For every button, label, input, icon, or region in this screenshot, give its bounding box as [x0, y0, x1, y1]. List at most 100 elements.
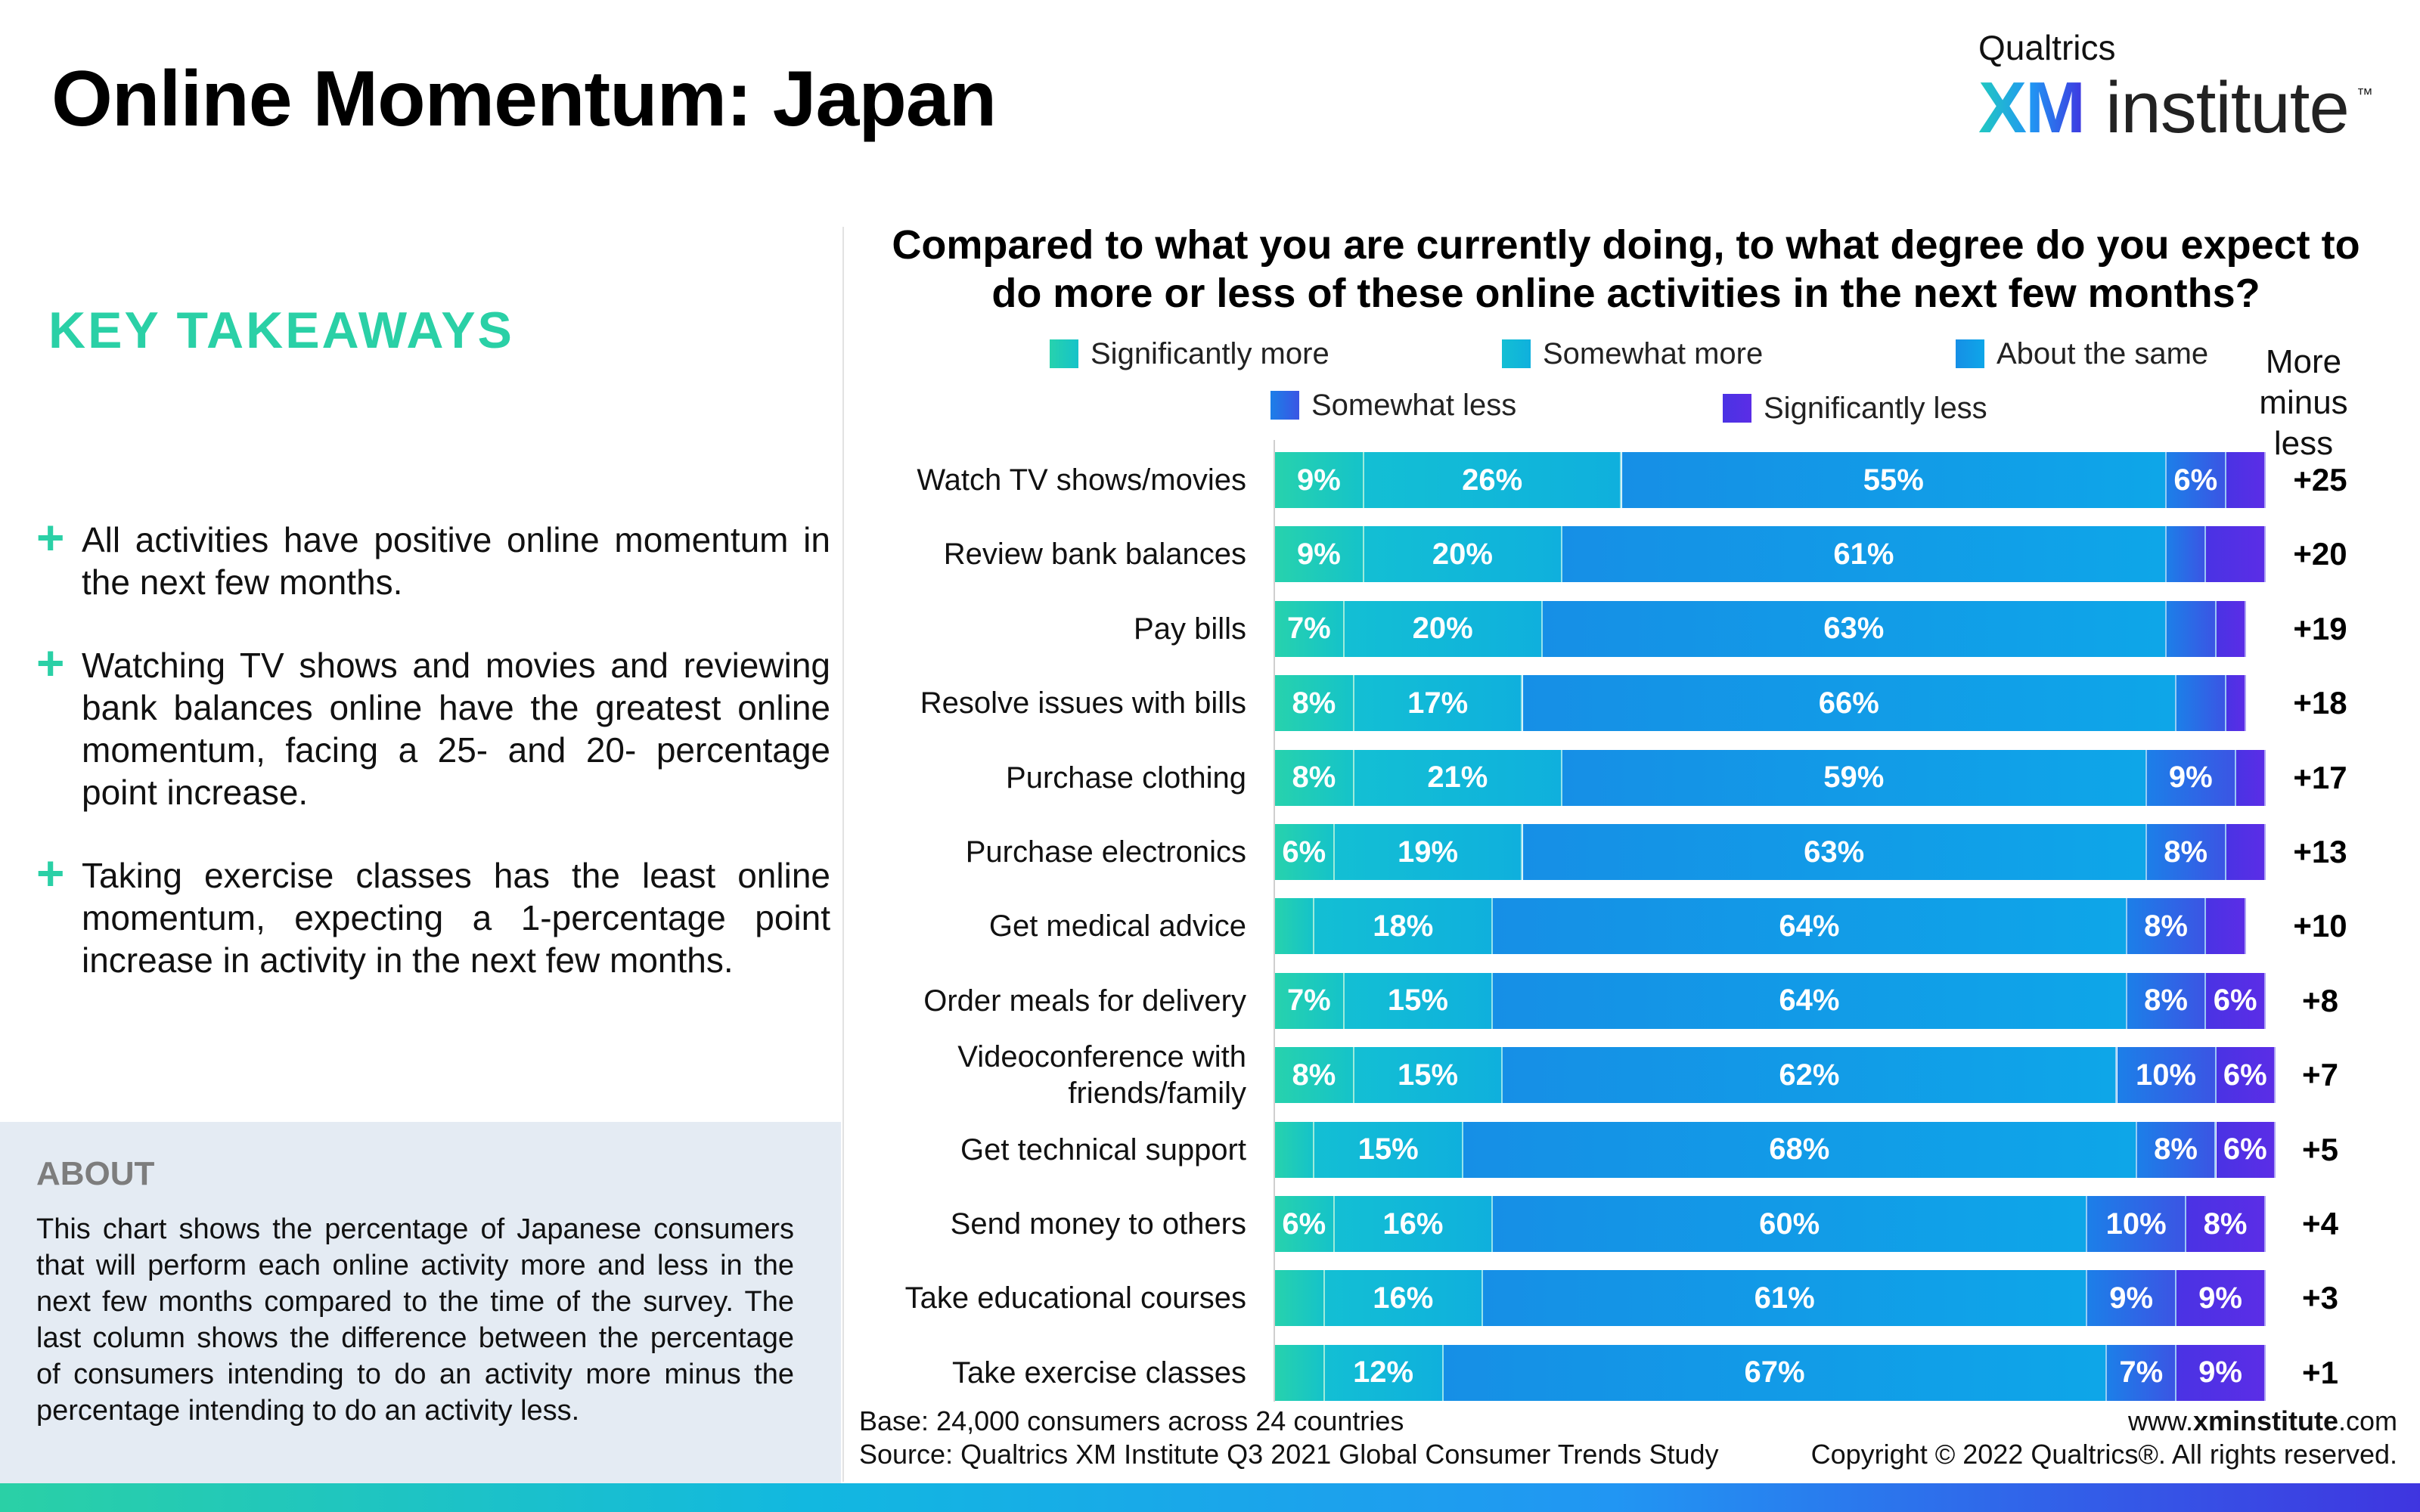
footer-source: Source: Qualtrics XM Institute Q3 2021 G… [859, 1439, 1719, 1470]
bar-segment: 8% [1275, 1047, 1354, 1104]
more-minus-less-value: +13 [2293, 834, 2347, 869]
takeaway-text: All activities have positive online mome… [82, 520, 830, 602]
legend-swatch [1956, 339, 1984, 368]
bar-segment [2176, 675, 2226, 732]
legend-about-the-same: About the same [1956, 337, 2208, 370]
bar-segment: 12% [1324, 1344, 1444, 1401]
bar-segment: 61% [1483, 1270, 2088, 1327]
url-suffix: .com [2338, 1405, 2397, 1436]
category-label: Send money to others [950, 1207, 1246, 1241]
bar-segment: 19% [1334, 824, 1523, 880]
category-label: Purchase clothing [1006, 761, 1246, 795]
takeaway-text: Taking exercise classes has the least on… [82, 856, 830, 980]
footer-copyright: Copyright © 2022 Qualtrics®. All rights … [1810, 1439, 2397, 1470]
url-bold: xminstitute [2192, 1405, 2338, 1436]
footer-notes: Base: 24,000 consumers across 24 countri… [859, 1405, 1719, 1471]
bar-segment: 9% [2176, 1344, 2266, 1401]
more-minus-less-value: +10 [2293, 908, 2347, 944]
bar-segment: 6% [2216, 1047, 2276, 1104]
bar-segment: 8% [2127, 898, 2207, 955]
category-label: Videoconference with friends/family [957, 1040, 1246, 1111]
bar-segment: 6% [1275, 824, 1335, 880]
footer-url[interactable]: www.xminstitute.com [1649, 1405, 2397, 1438]
legend-somewhat-less: Somewhat less [1270, 389, 1516, 422]
plus-icon: + [36, 636, 65, 690]
bar-segment: 16% [1324, 1270, 1484, 1327]
legend-swatch [1050, 339, 1078, 368]
bar-segment [1275, 1121, 1315, 1178]
bar-segment: 60% [1493, 1196, 2088, 1252]
legend-somewhat-more: Somewhat more [1502, 337, 1763, 370]
about-heading: ABOUT [36, 1155, 155, 1192]
more-minus-less-value: +20 [2293, 536, 2347, 572]
bar-segment: 8% [1275, 675, 1354, 732]
bar-segment: 6% [2167, 452, 2226, 508]
bar-segment: 7% [2107, 1344, 2177, 1401]
more-minus-less-header: More minus less [2259, 343, 2348, 462]
bar-segment [1275, 1344, 1325, 1401]
category-label: Review bank balances [943, 538, 1246, 572]
footer-base: Base: 24,000 consumers across 24 countri… [859, 1405, 1404, 1436]
category-label: Pay bills [1134, 612, 1246, 646]
more-minus-less-value: +4 [2302, 1206, 2338, 1241]
bar-segment [2167, 600, 2217, 657]
bar-segment: 7% [1275, 600, 1345, 657]
chart-title: Compared to what you are currently doing… [892, 222, 2360, 316]
bar-segment: 59% [1562, 749, 2147, 806]
bar-segment: 9% [1275, 526, 1364, 583]
footer-right: www.xminstitute.com Copyright © 2022 Qua… [1649, 1405, 2397, 1471]
about-body: This chart shows the percentage of Japan… [36, 1213, 794, 1427]
more-minus-less-value: +5 [2302, 1131, 2338, 1167]
bar-segment [2167, 526, 2207, 583]
bar-segment: 8% [2127, 972, 2207, 1029]
about-panel: ABOUT This chart shows the percentage of… [0, 1122, 841, 1485]
legend-significantly-less: Significantly less [1723, 392, 1987, 425]
legend-swatch [1723, 394, 1751, 423]
key-takeaways-heading: KEY TAKEAWAYS [48, 302, 514, 359]
more-minus-less-value: +25 [2293, 462, 2347, 497]
bar-segment: 6% [2206, 972, 2266, 1029]
more-minus-less-value: +18 [2293, 685, 2347, 721]
panel-divider [842, 227, 844, 1482]
bar-segment [2235, 749, 2266, 806]
logo-institute: institute [2105, 67, 2350, 148]
category-label: Order meals for delivery [923, 984, 1246, 1018]
bar-segment: 64% [1493, 972, 2127, 1029]
plus-icon: + [36, 510, 65, 565]
bar-segment [1275, 1270, 1325, 1327]
bar-segment: 66% [1522, 675, 2177, 732]
logo-xm: XM [1978, 67, 2086, 148]
logo-brand: Qualtrics [1978, 28, 2116, 67]
bar-segment [2226, 824, 2266, 880]
bar-segment: 10% [2117, 1047, 2217, 1104]
url-prefix: www. [2127, 1405, 2193, 1436]
category-label: Watch TV shows/movies [917, 463, 1246, 497]
bar-segment: 8% [1275, 749, 1354, 806]
bar-segment: 9% [2087, 1270, 2177, 1327]
bar-segment: 17% [1354, 675, 1523, 732]
category-label: Get technical support [960, 1132, 1246, 1167]
more-minus-less-value: +19 [2293, 610, 2347, 646]
legend-label: Somewhat more [1543, 336, 1764, 370]
bar-segment: 62% [1503, 1047, 2118, 1104]
bar-segment [2206, 526, 2266, 583]
legend-label: Significantly less [1764, 391, 1987, 425]
takeaway-text: Watching TV shows and movies and reviewi… [82, 646, 830, 812]
bar-segment: 63% [1542, 600, 2167, 657]
bottom-gradient-bar [0, 1483, 2420, 1512]
bar-segment: 21% [1354, 749, 1562, 806]
bar-segment: 63% [1522, 824, 2147, 880]
category-label: Get medical advice [988, 909, 1246, 943]
bar-segment: 6% [1275, 1196, 1335, 1252]
category-label: Take educational courses [904, 1281, 1246, 1315]
more-minus-less-value: +8 [2302, 982, 2338, 1018]
plus-icon: + [36, 846, 65, 900]
bar-segment: 20% [1364, 526, 1562, 583]
bar-segment: 9% [1275, 452, 1364, 508]
bar-segment: 7% [1275, 972, 1345, 1029]
bar-segment [1275, 898, 1315, 955]
legend-label: Significantly more [1091, 336, 1329, 370]
bar-segment: 8% [2186, 1196, 2266, 1252]
bar-segment: 61% [1562, 526, 2167, 583]
bar-segment [2216, 600, 2246, 657]
